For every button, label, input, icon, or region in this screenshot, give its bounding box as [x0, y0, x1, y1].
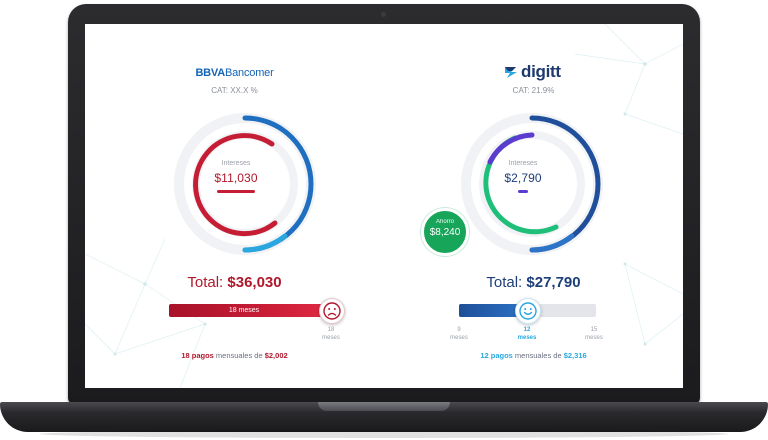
bank-interest-ring	[174, 113, 316, 255]
bank-term-tick-number: 18	[327, 327, 335, 333]
bbva-logo: BBVABancomer	[85, 67, 384, 79]
term-slider-fill	[459, 304, 527, 317]
bank-interest-center: Intereses $11,030	[176, 160, 296, 193]
term-option-unit: meses	[450, 335, 468, 341]
bank-interest-dash	[217, 190, 255, 193]
digitt-payment-count: 12 pagos	[480, 351, 513, 360]
bank-total: Total: $36,030	[85, 274, 384, 291]
laptop-screen: BBVABancomer CAT: XX.X % Intereses $11,0…	[85, 24, 683, 388]
bank-payment-summary: 18 pagos mensuales de $2,002	[85, 351, 384, 360]
sad-face-icon	[323, 302, 341, 320]
savings-label: Ahorro	[435, 219, 454, 225]
laptop-shadow	[40, 430, 728, 438]
term-option-9[interactable]: 9 meses	[447, 326, 471, 342]
term-option-15[interactable]: 15 meses	[582, 326, 606, 342]
bank-term-bar-label: 18 meses	[228, 307, 260, 314]
digitt-cat-rate: CAT: 21.9%	[512, 86, 555, 95]
digitt-total-value: $27,790	[526, 274, 581, 291]
bank-term-knob	[319, 298, 345, 324]
bank-term-tick: 18 meses	[319, 326, 343, 342]
digitt-total-label: Total:	[486, 274, 523, 291]
digitt-payment-mid: mensuales de	[514, 351, 562, 360]
digitt-payment-summary: 12 pagos mensuales de $2,316	[384, 351, 683, 360]
digitt-payment-amount: $2,316	[563, 351, 587, 360]
webcam	[381, 12, 386, 17]
digitt-interest-value: $2,790	[504, 171, 542, 185]
bank-payment-amount: $2,002	[264, 351, 288, 360]
bank-term-bar: 18 meses	[169, 304, 329, 317]
bank-total-value: $36,030	[227, 274, 282, 291]
term-option-number: 15	[590, 327, 598, 333]
term-option-unit: meses	[517, 335, 537, 341]
digitt-logo: digitt	[503, 62, 561, 82]
bank-total-label: Total:	[187, 274, 224, 291]
term-slider-handle[interactable]	[515, 298, 541, 324]
term-option-number: 9	[457, 327, 461, 333]
bank-interest-value: $11,030	[214, 171, 258, 185]
bbva-logo-rest: Bancomer	[225, 67, 274, 79]
savings-badge: Ahorro $8,240	[421, 208, 469, 256]
bank-term-tick-unit: meses	[322, 335, 340, 341]
network-background	[85, 24, 683, 388]
digitt-logo-icon	[505, 67, 517, 78]
bank-interest-label: Intereses	[221, 160, 251, 167]
digitt-logo-text: digitt	[521, 62, 561, 81]
laptop-hinge-notch	[318, 402, 450, 411]
bbva-logo-bold: BBVA	[195, 67, 225, 79]
digitt-total: Total: $27,790	[384, 274, 683, 291]
digitt-comparison-panel: digitt CAT: 21.9% Intereses $2,790 Ahorr…	[384, 24, 683, 388]
term-option-unit: meses	[585, 335, 603, 341]
bank-interest-arc	[193, 133, 278, 237]
term-option-12[interactable]: 12 meses	[515, 326, 539, 342]
digitt-interest-ring	[461, 113, 603, 255]
bank-comparison-panel: BBVABancomer CAT: XX.X % Intereses $11,0…	[85, 24, 384, 388]
digitt-interest-label: Intereses	[508, 160, 538, 167]
digitt-interest-center: Intereses $2,790	[463, 160, 583, 193]
bank-payment-count: 18 pagos	[181, 351, 214, 360]
bank-payment-mid: mensuales de	[215, 351, 263, 360]
term-option-number: 12	[523, 327, 531, 333]
savings-value: $8,240	[429, 227, 461, 238]
digitt-interest-dash	[518, 190, 528, 193]
happy-face-icon	[519, 302, 537, 320]
bank-cat-rate: CAT: XX.X %	[211, 86, 258, 95]
